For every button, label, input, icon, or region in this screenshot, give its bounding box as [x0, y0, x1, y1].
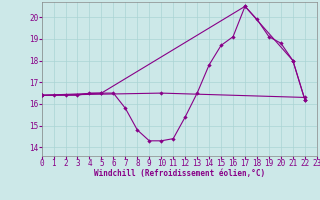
- X-axis label: Windchill (Refroidissement éolien,°C): Windchill (Refroidissement éolien,°C): [94, 169, 265, 178]
